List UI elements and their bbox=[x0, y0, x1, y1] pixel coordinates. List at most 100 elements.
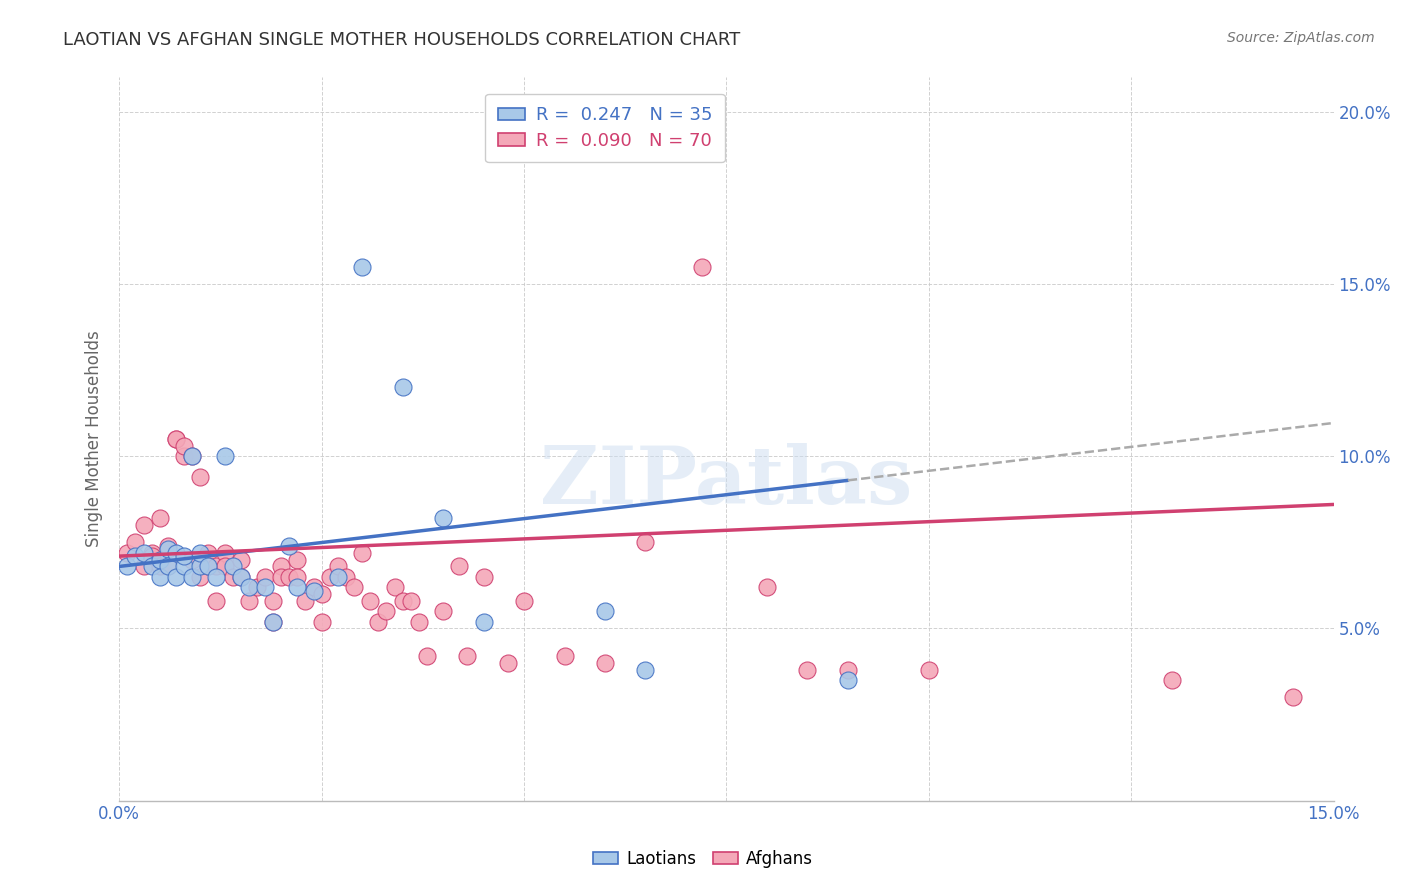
Point bbox=[132, 546, 155, 560]
Point bbox=[156, 542, 179, 557]
Point bbox=[253, 580, 276, 594]
Point bbox=[156, 559, 179, 574]
Point bbox=[335, 570, 357, 584]
Point bbox=[391, 380, 413, 394]
Text: LAOTIAN VS AFGHAN SINGLE MOTHER HOUSEHOLDS CORRELATION CHART: LAOTIAN VS AFGHAN SINGLE MOTHER HOUSEHOL… bbox=[63, 31, 741, 49]
Point bbox=[156, 539, 179, 553]
Point bbox=[117, 546, 139, 560]
Point bbox=[593, 656, 616, 670]
Point bbox=[287, 552, 309, 566]
Point bbox=[124, 549, 146, 563]
Point bbox=[149, 552, 172, 566]
Point bbox=[634, 663, 657, 677]
Point bbox=[181, 449, 204, 463]
Point bbox=[221, 570, 243, 584]
Text: Source: ZipAtlas.com: Source: ZipAtlas.com bbox=[1227, 31, 1375, 45]
Point bbox=[141, 559, 163, 574]
Point bbox=[554, 648, 576, 663]
Point bbox=[188, 570, 211, 584]
Point bbox=[262, 615, 284, 629]
Point bbox=[141, 549, 163, 563]
Point bbox=[1282, 690, 1305, 705]
Point bbox=[149, 559, 172, 574]
Point bbox=[287, 570, 309, 584]
Point bbox=[319, 570, 342, 584]
Point bbox=[165, 546, 187, 560]
Point bbox=[359, 594, 381, 608]
Point bbox=[197, 559, 219, 574]
Point bbox=[278, 570, 301, 584]
Point bbox=[472, 570, 495, 584]
Point bbox=[165, 432, 187, 446]
Point bbox=[188, 559, 211, 574]
Point bbox=[229, 570, 252, 584]
Point bbox=[238, 594, 260, 608]
Point bbox=[375, 604, 398, 618]
Legend: R =  0.247   N = 35, R =  0.090   N = 70: R = 0.247 N = 35, R = 0.090 N = 70 bbox=[485, 94, 725, 162]
Point bbox=[117, 559, 139, 574]
Point bbox=[496, 656, 519, 670]
Point bbox=[214, 559, 236, 574]
Point bbox=[173, 549, 195, 563]
Point bbox=[141, 546, 163, 560]
Point bbox=[449, 559, 471, 574]
Point bbox=[132, 559, 155, 574]
Point bbox=[270, 570, 292, 584]
Point bbox=[416, 648, 439, 663]
Point bbox=[221, 559, 243, 574]
Point bbox=[181, 552, 204, 566]
Legend: Laotians, Afghans: Laotians, Afghans bbox=[586, 844, 820, 875]
Point bbox=[391, 594, 413, 608]
Point bbox=[246, 580, 269, 594]
Point bbox=[132, 518, 155, 533]
Point bbox=[214, 546, 236, 560]
Point bbox=[634, 535, 657, 549]
Point bbox=[456, 648, 478, 663]
Point bbox=[262, 594, 284, 608]
Point bbox=[918, 663, 941, 677]
Point bbox=[173, 449, 195, 463]
Point bbox=[432, 604, 454, 618]
Point bbox=[262, 615, 284, 629]
Point bbox=[205, 559, 228, 574]
Point bbox=[156, 559, 179, 574]
Point bbox=[173, 559, 195, 574]
Point bbox=[181, 449, 204, 463]
Point bbox=[181, 570, 204, 584]
Point bbox=[311, 615, 333, 629]
Point bbox=[408, 615, 430, 629]
Point bbox=[165, 432, 187, 446]
Point bbox=[326, 559, 349, 574]
Point bbox=[238, 580, 260, 594]
Point bbox=[399, 594, 422, 608]
Point bbox=[837, 673, 859, 687]
Point bbox=[149, 511, 172, 525]
Point bbox=[472, 615, 495, 629]
Point bbox=[214, 449, 236, 463]
Point bbox=[326, 570, 349, 584]
Point bbox=[755, 580, 778, 594]
Point bbox=[278, 539, 301, 553]
Point bbox=[593, 604, 616, 618]
Point bbox=[205, 594, 228, 608]
Point bbox=[197, 559, 219, 574]
Point bbox=[229, 552, 252, 566]
Point bbox=[384, 580, 406, 594]
Point bbox=[513, 594, 536, 608]
Point bbox=[197, 546, 219, 560]
Point bbox=[229, 570, 252, 584]
Point bbox=[188, 546, 211, 560]
Point bbox=[302, 583, 325, 598]
Point bbox=[343, 580, 366, 594]
Point bbox=[367, 615, 389, 629]
Point bbox=[294, 594, 316, 608]
Point bbox=[188, 470, 211, 484]
Point bbox=[352, 260, 374, 274]
Point bbox=[1160, 673, 1182, 687]
Point bbox=[124, 535, 146, 549]
Point bbox=[432, 511, 454, 525]
Point bbox=[690, 260, 713, 274]
Point bbox=[165, 570, 187, 584]
Point bbox=[311, 587, 333, 601]
Point bbox=[352, 546, 374, 560]
